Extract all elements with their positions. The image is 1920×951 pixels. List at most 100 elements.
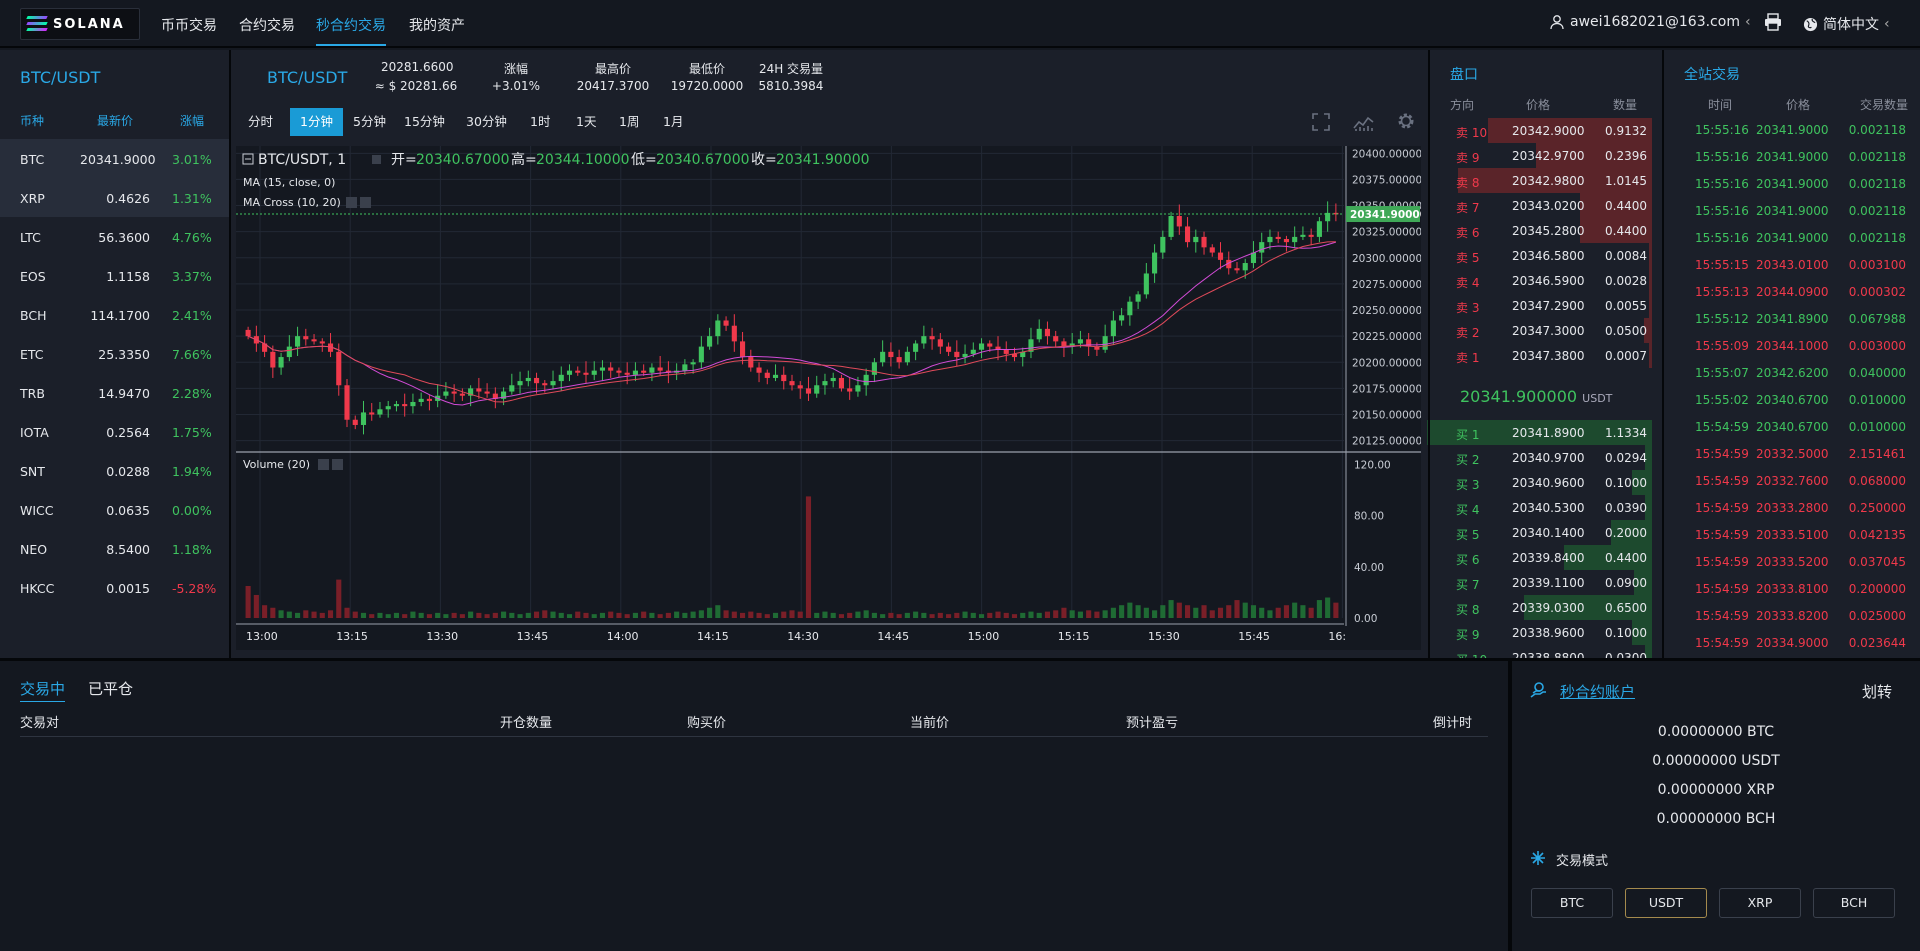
ask-depth-bar [1488,118,1652,143]
market-row[interactable]: SNT 0.0288 1.94% [0,451,229,490]
candle-body [426,398,432,401]
ask-row[interactable]: 卖 2 20347.3000 0.0500 [1430,318,1662,343]
trade-time: 15:54:59 [1695,501,1749,515]
ask-row[interactable]: 卖 6 20345.2800 0.4400 [1430,218,1662,243]
candle-body [468,388,474,396]
candle-body [954,351,960,358]
transfer-button[interactable]: 划转 [1862,683,1893,701]
market-row[interactable]: BCH 114.1700 2.41% [0,295,229,334]
bid-row[interactable]: 买 2 20340.9700 0.0294 [1430,445,1662,470]
nav-contract-trading[interactable]: 合约交易 [239,18,295,34]
language-selector[interactable]: 简体中文 ‹ [1803,14,1890,34]
fullscreen-icon[interactable] [1311,112,1331,132]
user-menu[interactable]: awei1682021@163.com ‹ [1549,14,1751,30]
ask-side: 卖 5 [1456,251,1480,265]
market-row[interactable]: XRP 0.4626 1.31% [0,178,229,217]
market-row[interactable]: LTC 56.3600 4.76% [0,217,229,256]
ask-price: 20347.3000 [1512,324,1585,338]
ask-row[interactable]: 卖 9 20342.9700 0.2396 [1430,143,1662,168]
interval-tab[interactable]: 15分钟 [404,114,445,129]
volume-settings-icon[interactable] [318,459,329,470]
trade-qty: 0.010000 [1848,420,1906,434]
ma-cross-settings-icon[interactable] [346,197,357,208]
coin-button[interactable]: USDT [1625,888,1707,918]
trade-price: 20342.6200 [1756,366,1829,380]
bid-side: 买 2 [1456,453,1480,467]
bid-row[interactable]: 买 9 20338.9600 0.1000 [1430,620,1662,645]
chart-canvas[interactable]: 20400.0000020375.0000020350.0000020325.0… [236,146,1427,650]
bid-row[interactable]: 买 7 20339.1100 0.0900 [1430,570,1662,595]
market-row[interactable]: ETC 25.3350 7.66% [0,334,229,373]
candle-body [369,412,375,415]
interval-tab[interactable]: 30分钟 [466,114,507,129]
volume-bar [1135,605,1141,618]
ask-row[interactable]: 卖 10 20342.9000 0.9132 [1430,118,1662,143]
trade-price: 20332.7600 [1756,474,1829,488]
ask-row[interactable]: 卖 8 20342.9800 1.0145 [1430,168,1662,193]
bid-side: 买 5 [1456,528,1480,542]
account-title[interactable]: 秒合约账户 [1560,683,1636,701]
candle-body [913,343,919,352]
indicators-icon[interactable] [1353,112,1375,132]
ask-row[interactable]: 卖 3 20347.2900 0.0055 [1430,293,1662,318]
interval-tab[interactable]: 1月 [663,114,684,129]
candlestick-chart[interactable]: 20400.0000020375.0000020350.0000020325.0… [236,146,1427,650]
interval-tab[interactable]: 分时 [248,114,274,129]
bid-row[interactable]: 买 5 20340.1400 0.2000 [1430,520,1662,545]
interval-tab[interactable]: 1天 [576,114,597,129]
market-row[interactable]: NEO 8.5400 1.18% [0,529,229,568]
bid-row[interactable]: 买 4 20340.5300 0.0390 [1430,495,1662,520]
coin-button[interactable]: XRP [1719,888,1801,918]
ask-row[interactable]: 卖 1 20347.3800 0.0007 [1430,343,1662,368]
interval-tab[interactable]: 5分钟 [353,114,386,129]
trade-price: 20341.8900 [1756,312,1829,326]
market-coin: XRP [20,191,45,206]
bid-qty: 0.0390 [1605,501,1647,515]
bid-row[interactable]: 买 3 20340.9600 0.1000 [1430,470,1662,495]
interval-tab[interactable]: 1时 [530,114,551,129]
nav-spot-trading[interactable]: 币币交易 [161,18,217,34]
coin-button[interactable]: BTC [1531,888,1613,918]
time-tick-label: 13:00 [246,630,278,643]
market-row[interactable]: HKCC 0.0015 -5.28% [0,568,229,607]
interval-tab[interactable]: 1分钟 [290,108,343,136]
volume-tick-label: 80.00 [1354,511,1384,523]
ticker-volume-value: 5810.3984 [758,79,824,93]
market-row[interactable]: WICC 0.0635 0.00% [0,490,229,529]
volume-bar [1300,605,1306,618]
nav-my-assets[interactable]: 我的资产 [409,18,465,34]
market-row[interactable]: EOS 1.1158 3.37% [0,256,229,295]
candle-body [707,336,713,347]
tab-trading[interactable]: 交易中 [20,678,66,702]
tab-closed[interactable]: 已平仓 [88,680,134,698]
bid-row[interactable]: 买 1 20341.8900 1.1334 [1427,420,1662,445]
ask-qty: 0.0084 [1605,249,1647,263]
ask-row[interactable]: 卖 4 20346.5900 0.0028 [1430,268,1662,293]
trade-price: 20333.8100 [1756,582,1829,596]
collapse-legend-icon[interactable] [242,153,254,165]
market-row[interactable]: TRB 14.9470 2.28% [0,373,229,412]
volume-close-icon[interactable] [332,459,343,470]
ask-row[interactable]: 卖 7 20343.0200 0.4400 [1430,193,1662,218]
bid-row[interactable]: 买 8 20339.0300 0.6500 [1430,595,1662,620]
coin-button[interactable]: BCH [1813,888,1895,918]
candle-body [1250,252,1257,264]
nav-second-contract[interactable]: 秒合约交易 [316,18,386,34]
brand-logo[interactable]: SOLANA [20,8,140,40]
interval-tab[interactable]: 1周 [619,114,640,129]
trade-time: 15:55:16 [1695,177,1749,191]
market-row[interactable]: IOTA 0.2564 1.75% [0,412,229,451]
settings-gear-icon[interactable] [1396,111,1416,131]
candle-body [1193,236,1199,243]
ask-row[interactable]: 卖 5 20346.5800 0.0084 [1430,243,1662,268]
printer-icon[interactable] [1764,13,1782,31]
trade-price: 20340.6700 [1756,420,1829,434]
ma-cross-close-icon[interactable] [360,197,371,208]
market-coin: SNT [20,464,45,479]
market-row[interactable]: BTC 20341.9000 3.01% [0,139,229,178]
volume-bar [319,612,325,618]
legend-settings-icon[interactable] [372,155,381,164]
candle-body [1110,320,1116,337]
bid-row[interactable]: 买 6 20339.8400 0.4400 [1430,545,1662,570]
bid-side: 买 7 [1456,578,1480,592]
